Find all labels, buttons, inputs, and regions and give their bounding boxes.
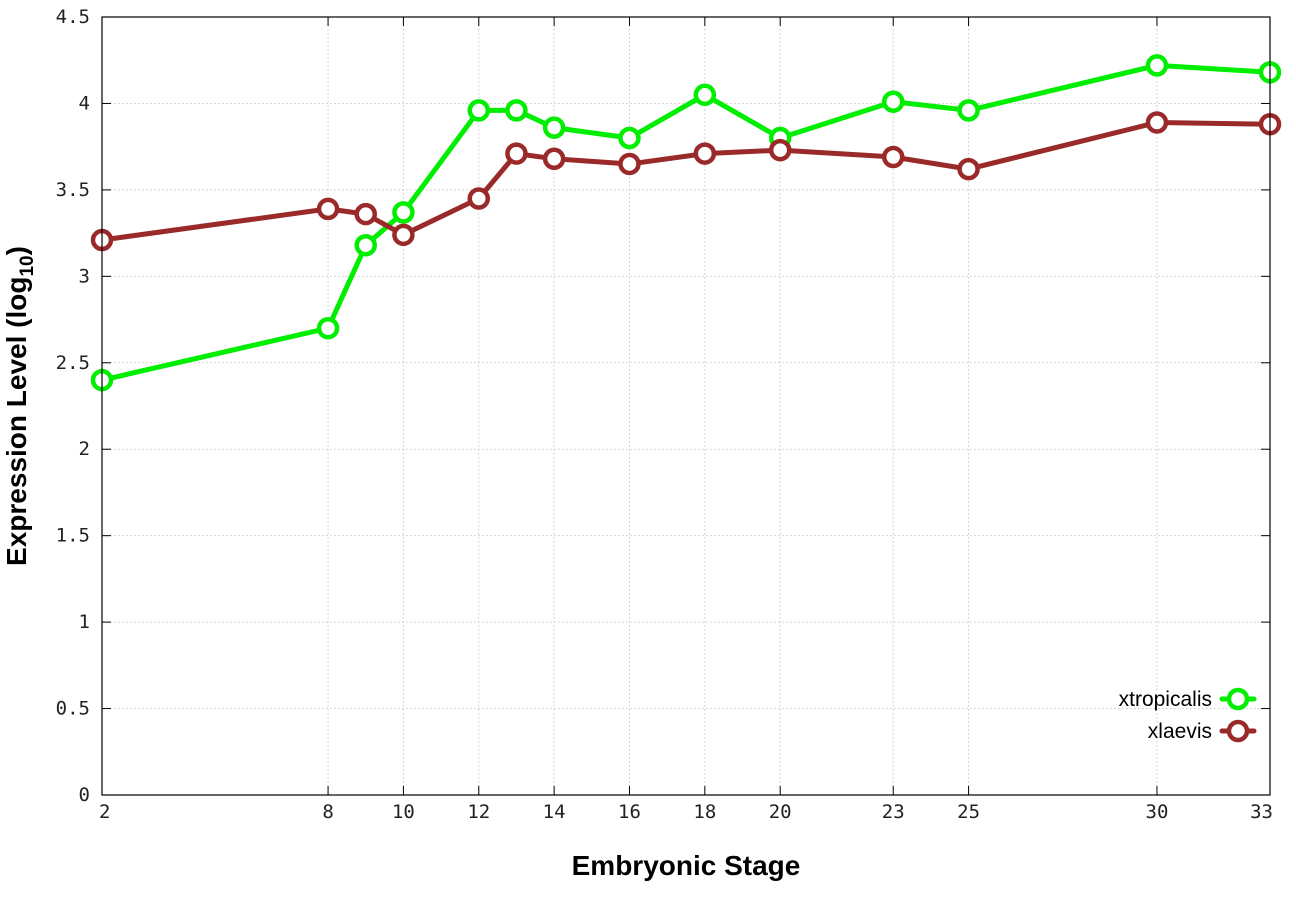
- legend-item-xtropicalis: xtropicalis: [1119, 687, 1257, 711]
- data-point-xlaevis: [693, 142, 717, 165]
- y-tick-label: 4.5: [56, 6, 90, 28]
- data-point-xlaevis: [392, 223, 415, 247]
- data-point-xtropicalis: [505, 99, 528, 122]
- y-tick-label: 1.5: [56, 525, 90, 547]
- y-tick-label: 1: [79, 611, 90, 633]
- data-point-xlaevis: [505, 142, 528, 165]
- legend-label: xlaevis: [1148, 720, 1212, 743]
- y-tick-label: 2: [79, 438, 90, 460]
- x-tick-label: 33: [1250, 801, 1273, 823]
- data-point-xlaevis: [618, 152, 641, 176]
- data-point-xlaevis: [768, 138, 792, 162]
- legend-item-xlaevis: xlaevis: [1148, 719, 1257, 743]
- data-point-xtropicalis: [1145, 54, 1169, 77]
- grid: [102, 17, 1270, 795]
- data-point-xtropicalis: [618, 126, 641, 150]
- data-point-xlaevis: [467, 187, 491, 210]
- y-axis-title: Expression Level (log10): [1, 246, 38, 566]
- x-tick-label: 30: [1146, 801, 1169, 823]
- series-xlaevis: [90, 111, 1282, 252]
- x-tick-label: 18: [693, 801, 716, 823]
- legend-label: xtropicalis: [1119, 688, 1212, 711]
- y-tick-label: 4: [79, 92, 90, 114]
- data-point-xtropicalis: [316, 316, 340, 340]
- data-point-xlaevis: [1145, 111, 1169, 134]
- y-tick-label: 3.5: [56, 179, 90, 201]
- series-layer: [90, 54, 1282, 392]
- legend-swatch-marker: [1226, 687, 1250, 711]
- x-tick-label: 20: [769, 801, 792, 823]
- x-tick-label: 10: [392, 801, 415, 823]
- x-tick-label: 14: [543, 801, 566, 823]
- data-point-xlaevis: [354, 202, 377, 226]
- legend: xtropicalis xlaevis: [1119, 687, 1257, 743]
- series-line-xtropicalis: [99, 62, 1273, 383]
- data-point-xtropicalis: [957, 99, 980, 122]
- data-point-xlaevis: [542, 147, 566, 171]
- data-point-xlaevis: [316, 197, 340, 221]
- x-tick-label: 8: [322, 801, 333, 823]
- y-tick-label: 2.5: [56, 352, 90, 374]
- x-tick-label: 2: [99, 801, 110, 823]
- y-axis-title-close: ): [1, 246, 32, 255]
- legend-swatch-marker: [1226, 719, 1250, 743]
- y-axis-title-main: Expression Level (log: [1, 277, 32, 566]
- y-tick-label: 0.5: [56, 698, 90, 720]
- data-point-xtropicalis: [354, 233, 377, 257]
- data-point-xtropicalis: [467, 99, 491, 122]
- plot-frame: [101, 16, 1271, 796]
- y-axis-title-subscript: 10: [17, 255, 38, 276]
- x-tick-label: 23: [882, 801, 905, 823]
- y-axis-ticks: 0 0.5 1 1.5 2 2.5 3 3.5 4 4.5: [56, 6, 1270, 806]
- x-tick-label: 16: [618, 801, 641, 823]
- data-point-xlaevis: [957, 157, 980, 181]
- data-point-xtropicalis: [542, 116, 566, 139]
- x-tick-label: 25: [957, 801, 980, 823]
- y-tick-label: 0: [79, 784, 90, 806]
- data-point-xlaevis: [881, 145, 905, 169]
- data-point-xtropicalis: [392, 201, 415, 224]
- x-tick-label: 12: [467, 801, 490, 823]
- x-axis-ticks: 2 8 10 12 14 16 18 20 23 25 30 33: [99, 17, 1273, 823]
- series-line-xlaevis: [99, 120, 1273, 243]
- series-xtropicalis: [90, 54, 1282, 392]
- x-axis-title: Embryonic Stage: [572, 850, 801, 881]
- data-point-xtropicalis: [881, 90, 905, 113]
- y-tick-label: 3: [79, 265, 90, 287]
- data-point-xtropicalis: [693, 83, 717, 107]
